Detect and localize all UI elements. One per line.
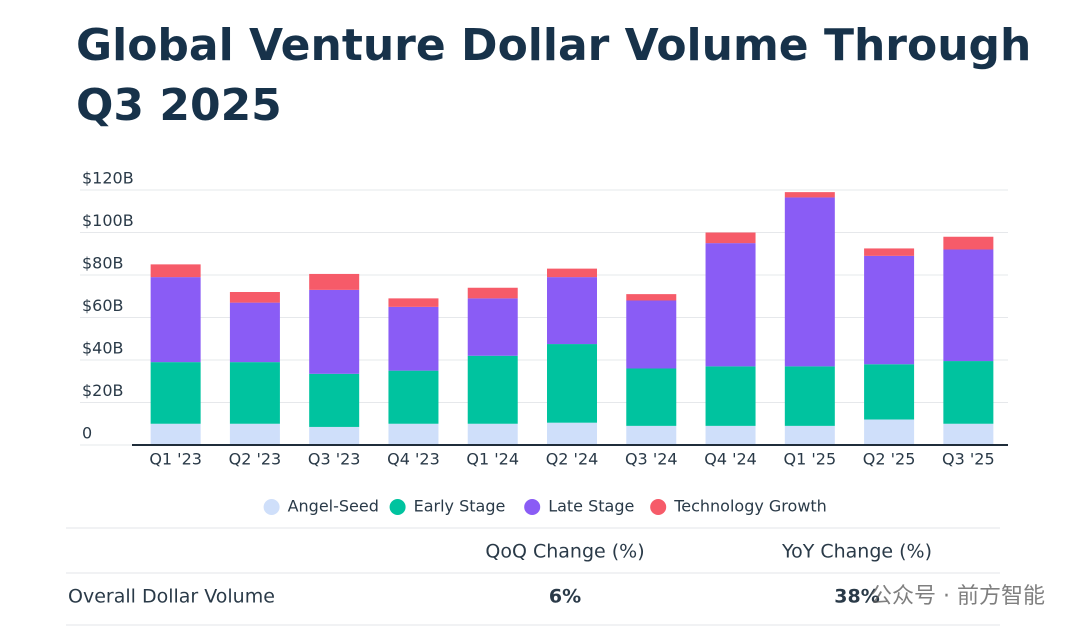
bar-segment [943,249,994,362]
chart-title: Q3 2025 [76,80,282,131]
y-tick-label: $100B [82,211,134,230]
table-header: YoY Change (%) [781,541,932,563]
y-tick-label: $80B [82,254,124,273]
bar-segment [943,236,994,250]
y-tick-label: $120B [82,169,134,188]
bar-segment [626,300,677,369]
bar-segment [705,425,756,445]
x-tick-label: Q1 '23 [149,450,202,469]
legend-swatch [650,499,667,515]
bar-segment [467,287,518,299]
x-tick-label: Q3 '25 [942,450,995,469]
legend-swatch [389,499,406,515]
bar-segment [547,422,597,445]
bar-segment [705,232,756,244]
x-tick-label: Q1 '24 [466,450,519,469]
table-cell: 6% [549,586,581,608]
bar-segment [626,368,677,426]
bar-segment [388,298,439,307]
bar-segment [229,362,280,424]
bar-segment [150,277,201,363]
bar-segment [784,197,835,367]
y-tick-label: 0 [82,424,92,443]
table-header: QoQ Change (%) [485,541,644,563]
bar-segment [467,423,518,445]
bar-segment [626,294,677,301]
x-tick-label: Q2 '25 [863,450,916,469]
watermark: 公众号 · 前方智能 [870,584,1045,609]
bar-segment [229,423,280,445]
x-tick-label: Q4 '23 [387,450,440,469]
legend-label: Early Stage [414,497,506,516]
x-tick-label: Q2 '24 [546,450,599,469]
bar-segment [150,362,201,424]
bar-segment [784,425,835,445]
bar-segment [705,243,756,367]
x-tick-label: Q3 '23 [308,450,361,469]
table-row-label: Overall Dollar Volume [68,586,275,608]
bar-segment [229,302,280,363]
bar-segment [309,426,360,445]
bar-segment [864,419,915,445]
bar-segment [705,366,756,426]
table-cell: 38% [834,586,879,608]
y-tick-label: $40B [82,339,124,358]
bar-segment [388,370,439,424]
x-tick-label: Q3 '24 [625,450,678,469]
bar-segment [547,277,597,345]
bar-segment [626,425,677,445]
bar-segment [864,255,915,365]
y-tick-label: $60B [82,296,124,315]
legend-swatch [263,499,280,515]
bar-segment [547,268,597,278]
bar-segment [943,423,994,445]
y-tick-label: $20B [82,381,124,400]
bar-segment [864,248,915,256]
bar-segment [784,366,835,426]
bar-segment [784,192,835,198]
bar-segment [467,355,518,424]
bar-segment [547,344,597,423]
x-tick-label: Q2 '23 [229,450,282,469]
legend-label: Technology Growth [673,497,827,516]
bar-segment [943,361,994,424]
bar-segment [864,364,915,420]
x-tick-label: Q4 '24 [704,450,757,469]
legend-swatch [524,499,541,515]
bar-segment [388,423,439,445]
bar-segment [229,292,280,303]
legend-label: Angel-Seed [288,497,379,516]
bar-segment [150,423,201,445]
bar-segment [309,373,360,427]
x-tick-label: Q1 '25 [784,450,837,469]
bar-segment [388,306,439,371]
bar-segment [309,289,360,374]
bar-segment [309,273,360,290]
legend-label: Late Stage [548,497,634,516]
chart-title: Global Venture Dollar Volume Through [76,20,1031,71]
bar-segment [467,298,518,356]
bar-segment [150,264,201,278]
